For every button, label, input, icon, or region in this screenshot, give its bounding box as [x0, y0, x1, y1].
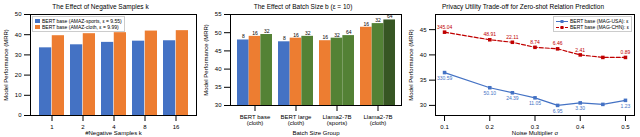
svg-text:330.59: 330.59 [437, 75, 453, 81]
html-text:BERT base (AMAZ-cloth, ε = 9.9: BERT base (AMAZ-cloth, ε = 9.99) [42, 24, 119, 30]
svg-text:10: 10 [15, 92, 22, 98]
svg-text:Privacy Utility Trade-off for: Privacy Utility Trade-off for Zero-shot … [442, 3, 604, 11]
svg-text:Model Performance (MRR): Model Performance (MRR) [203, 24, 209, 96]
svg-text:0.4: 0.4 [576, 124, 585, 130]
svg-text:8: 8 [283, 35, 286, 41]
svg-text:32: 32 [334, 32, 340, 38]
svg-text:45: 45 [215, 48, 222, 54]
svg-text:0.1: 0.1 [440, 124, 449, 130]
svg-text:35: 35 [215, 84, 222, 90]
svg-text:BERT large(cloth): BERT large(cloth) [281, 114, 312, 126]
svg-text:Model Performance (MRR): Model Performance (MRR) [408, 29, 414, 101]
svg-text:1.23: 1.23 [621, 103, 631, 109]
svg-text:16: 16 [293, 32, 299, 38]
svg-text:2.41: 2.41 [575, 47, 585, 53]
svg-text:345.04: 345.04 [437, 24, 453, 30]
svg-text:0.89: 0.89 [621, 49, 631, 55]
svg-text:3.30: 3.30 [575, 105, 585, 111]
html-text:BERT base (MAG-USA): ε: BERT base (MAG-USA): ε [570, 18, 629, 24]
svg-text:50.10: 50.10 [484, 90, 497, 96]
svg-text:64: 64 [346, 29, 352, 35]
svg-text:30: 30 [15, 52, 22, 58]
svg-text:Noise Multiplier σ: Noise Multiplier σ [512, 130, 559, 136]
svg-text:BERT base(cloth): BERT base(cloth) [240, 114, 271, 126]
svg-text:22.11: 22.11 [506, 34, 518, 40]
svg-text:40: 40 [420, 52, 427, 58]
svg-text:8: 8 [242, 33, 245, 39]
svg-text:64: 64 [386, 13, 393, 20]
svg-text:Llama2-7B(sports): Llama2-7B(sports) [322, 114, 351, 126]
svg-text:40: 40 [215, 66, 222, 72]
svg-text:20: 20 [15, 72, 22, 78]
svg-text:The Effect of Batch Size b (ε: The Effect of Batch Size b (ε = 10) [254, 3, 353, 11]
svg-text:8.74: 8.74 [530, 39, 540, 45]
svg-text:32: 32 [375, 17, 381, 23]
svg-text:6.46: 6.46 [553, 40, 563, 46]
svg-text:30: 30 [420, 102, 427, 108]
svg-text:4: 4 [112, 123, 116, 130]
svg-text:16: 16 [364, 21, 370, 27]
svg-text:55: 55 [215, 11, 222, 17]
svg-text:48.91: 48.91 [484, 31, 497, 37]
svg-text:50: 50 [215, 30, 222, 36]
svg-text:50: 50 [15, 11, 22, 17]
svg-text:16: 16 [252, 30, 258, 36]
svg-text:40: 40 [15, 32, 22, 38]
svg-text:16: 16 [173, 124, 180, 130]
svg-text:30: 30 [215, 102, 222, 108]
svg-text:32: 32 [305, 30, 311, 36]
svg-text:16: 16 [323, 34, 329, 40]
svg-text:2: 2 [81, 123, 85, 130]
svg-text:0.2: 0.2 [486, 124, 495, 130]
svg-text:35: 35 [420, 77, 427, 83]
html-text:BERT base (MAG-CHN): ε: BERT base (MAG-CHN): ε [570, 24, 629, 30]
html-text:BERT base (AMAZ-sports, ε = 9.: BERT base (AMAZ-sports, ε = 9.55) [42, 18, 122, 24]
svg-text:The Effect of Negative Samples: The Effect of Negative Samples k [52, 3, 149, 11]
svg-text:1: 1 [50, 124, 54, 130]
svg-text:8: 8 [143, 124, 147, 130]
svg-text:32: 32 [264, 28, 270, 34]
svg-text:24.39: 24.39 [506, 95, 519, 101]
svg-text:Batch Size Group: Batch Size Group [292, 130, 340, 136]
svg-text:11.05: 11.05 [529, 100, 541, 106]
svg-text:#Negative Samples k: #Negative Samples k [85, 130, 143, 136]
svg-text:0: 0 [18, 112, 22, 118]
svg-text:45: 45 [420, 27, 427, 33]
svg-text:6.95: 6.95 [553, 108, 563, 114]
svg-text:Model Performance (MRR): Model Performance (MRR) [3, 29, 9, 101]
svg-text:0.5: 0.5 [621, 124, 630, 130]
svg-text:0.3: 0.3 [530, 123, 540, 130]
svg-text:Llama2-7B(cloth): Llama2-7B(cloth) [363, 114, 392, 126]
